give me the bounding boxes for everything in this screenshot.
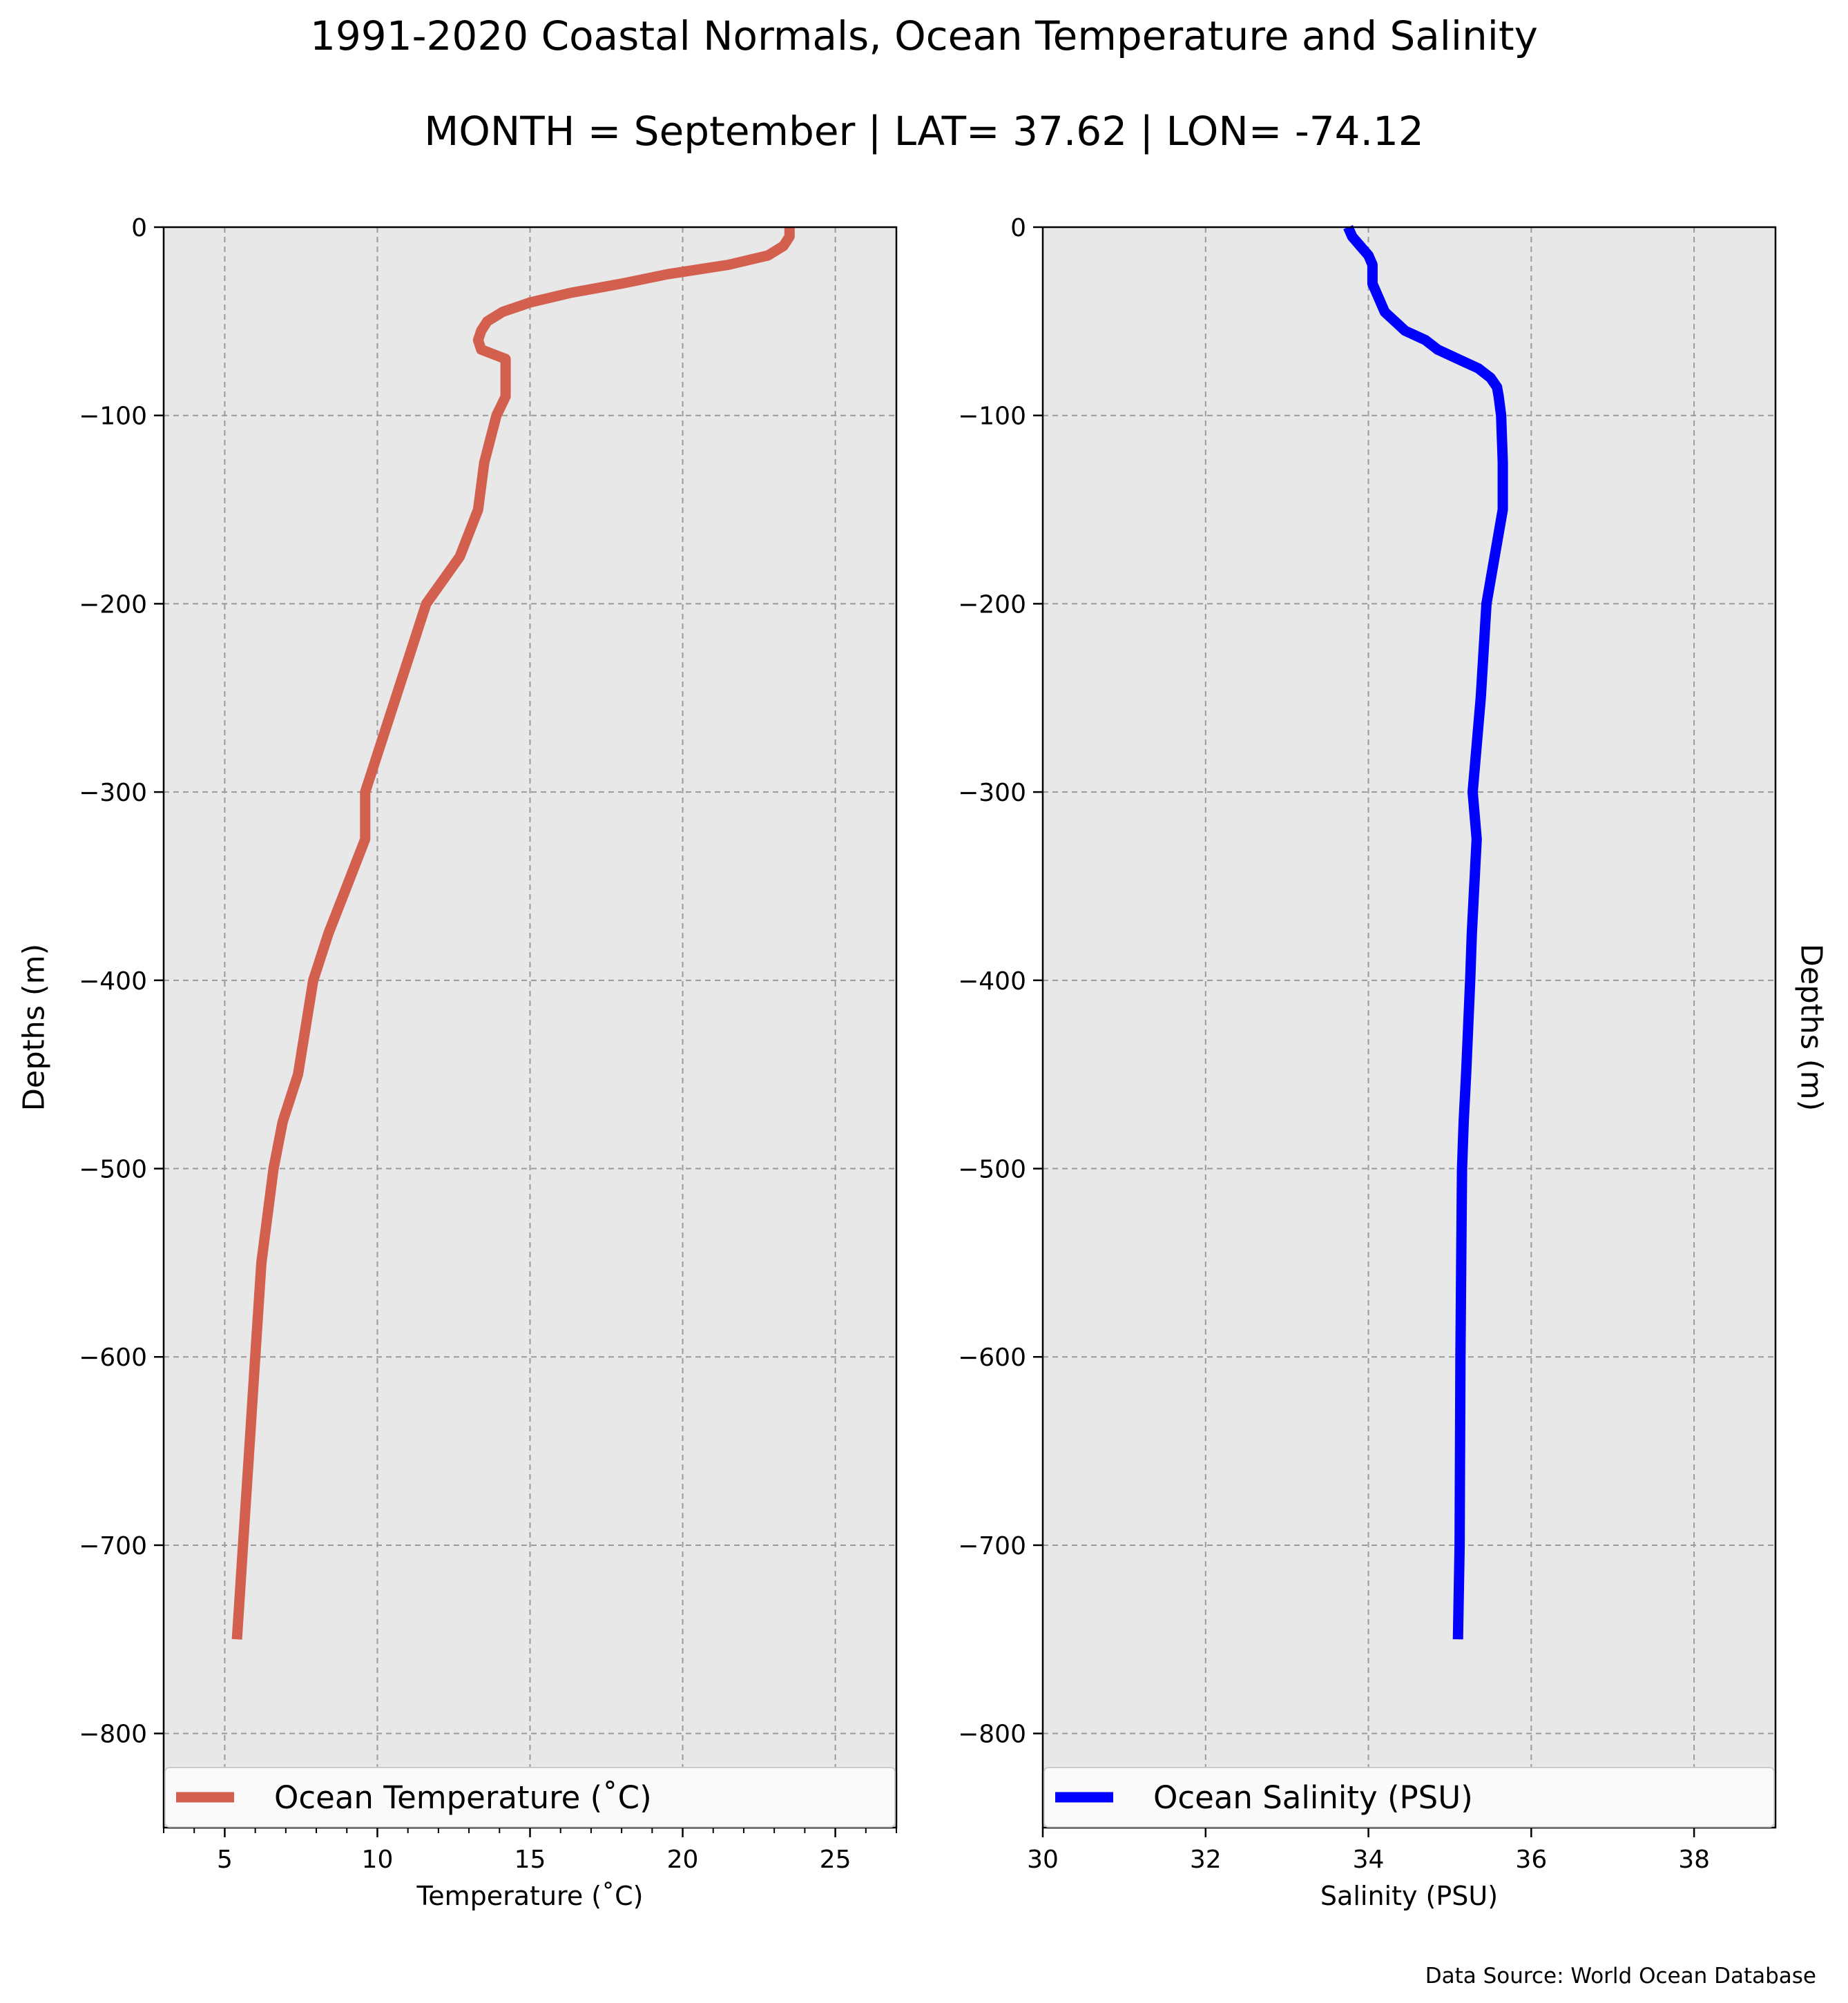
temperature-ytick-label-0: 0 [131,214,147,242]
temperature-xtick-label-3: 20 [667,1846,699,1874]
salinity-ytick-label-6: −600 [958,1344,1026,1372]
salinity-xtick-label-4: 38 [1678,1846,1710,1874]
temperature-xtick-label-4: 25 [820,1846,851,1874]
salinity-panel: 30 32 34 36 38 0 −100 −200 −300 −400 −500 −600 −700 −… [958,214,1828,1911]
temperature-ytick-label-7: −700 [79,1532,147,1560]
salinity-xtick-label-3: 36 [1515,1846,1547,1874]
temperature-series-line-0 [231,227,795,1640]
salinity-xtick-label-0: 30 [1027,1846,1059,1874]
data-source-note: Data Source: World Ocean Database [1425,1964,1816,1989]
salinity-ytick-label-2: −200 [958,590,1026,619]
temperature-ytick-label-3: −300 [79,779,147,807]
salinity-xlabel: Salinity (PSU) [1320,1881,1498,1911]
salinity-legend-label: Ocean Salinity (PSU) [1153,1779,1473,1816]
salinity-ytick-label-4: −400 [958,967,1026,996]
salinity-ytick-label-5: −500 [958,1156,1026,1184]
temperature-xtick-label-1: 10 [362,1846,394,1874]
temperature-ytick-label-1: −100 [79,403,147,431]
salinity-ylabel: Depths (m) [1794,944,1829,1111]
salinity-ytick-label-7: −700 [958,1532,1026,1560]
temperature-ylabel: Depths (m) [17,944,52,1111]
temperature-legend-box [164,1767,896,1828]
salinity-legend-box [1043,1767,1775,1828]
temperature-plot-area [164,227,896,1828]
salinity-ytick-label-0: 0 [1010,214,1026,242]
temperature-xlabel: Temperature (˚C) [416,1881,644,1911]
salinity-xtick-label-2: 34 [1353,1846,1385,1874]
salinity-ytick-label-8: −800 [958,1721,1026,1749]
chart-title-line1: 1991-2020 Coastal Normals, Ocean Tempera… [310,12,1538,59]
salinity-xtick-label-1: 32 [1190,1846,1222,1874]
temperature-xtick-label-0: 5 [217,1846,233,1874]
temperature-ytick-label-5: −500 [79,1156,147,1184]
salinity-ytick-label-3: −300 [958,779,1026,807]
temperature-ytick-label-8: −800 [79,1721,147,1749]
salinity-ytick-label-1: −100 [958,403,1026,431]
salinity-series-line-0 [1343,225,1508,1640]
chart-title-line2: MONTH = September | LAT= 37.62 | LON= -7… [424,108,1424,155]
temperature-legend-label: Ocean Temperature (˚C) [274,1779,652,1816]
temperature-ytick-label-6: −600 [79,1344,147,1372]
temperature-ytick-label-2: −200 [79,590,147,619]
temperature-xtick-label-2: 15 [514,1846,546,1874]
temperature-ytick-label-4: −400 [79,967,147,996]
temperature-panel: 5 10 15 20 25 0 −100 −200 −300 −400 −500 −600 −700 −8… [17,214,898,1911]
salinity-plot-area [1043,227,1775,1828]
